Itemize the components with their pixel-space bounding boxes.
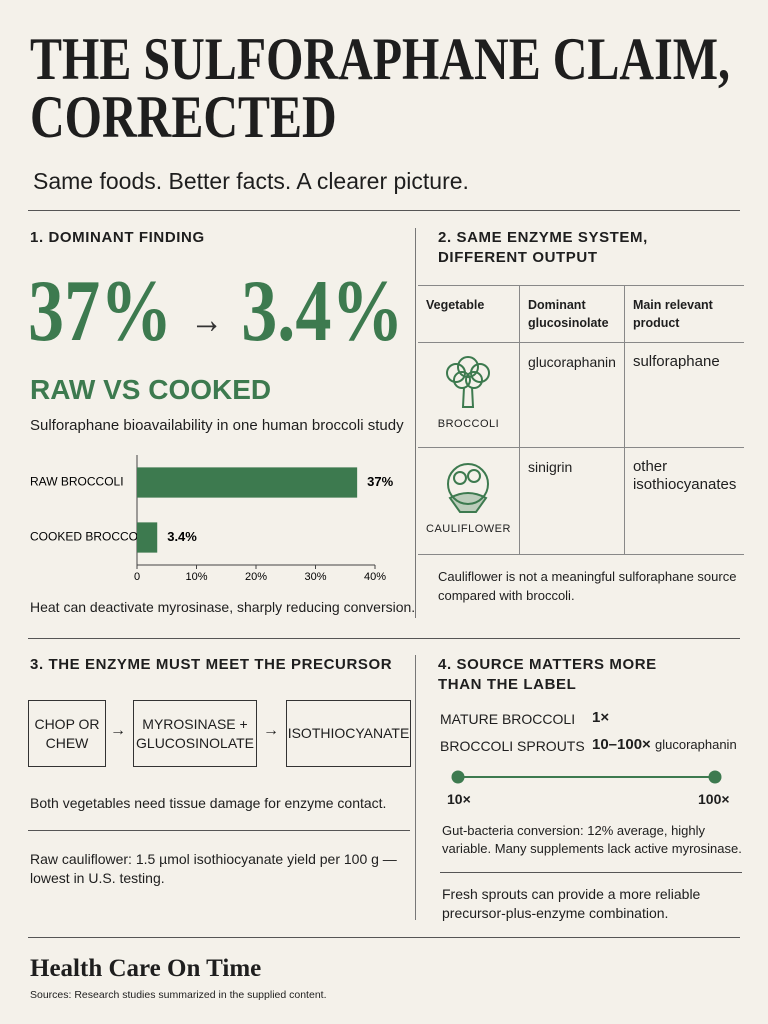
note: Gut-bacteria conversion: 12% average, hi… [442,823,742,856]
divider [415,655,416,920]
source-label: BROCCOLI SPROUTS [440,738,585,754]
divider [415,228,416,618]
subtitle: Same foods. Better facts. A clearer pict… [33,168,469,194]
note: Both vegetables need tissue damage for e… [30,795,387,811]
vegetable-name: BROCCOLI [437,418,500,430]
cell: sinigrin [518,447,625,555]
section-heading: 4. SOURCE MATTERS MORE THAN THE LABEL [438,656,657,693]
cell: other isothiocyanates [623,447,745,555]
x-tick-label: 10% [185,571,207,583]
note: Raw cauliflower: 1.5 µmol isothiocyanate… [30,851,397,886]
divider [440,872,742,873]
header-cell: Main relevant product [623,285,745,343]
header-cell: Vegetable [418,285,520,343]
brand: Health Care On Time [30,955,262,982]
table-row: BROCCOLI glucoraphanin sulforaphane [418,342,745,448]
section-heading: 3. THE ENZYME MUST MEET THE PRECURSOR [30,656,393,673]
y-tick-label: RAW BROCCOLI [30,475,124,489]
flow-step: CHOP OR CHEW [28,700,106,767]
note: Cauliflower is not a meaningful sulforap… [438,569,737,603]
header-cell: Dominant glucosinolate [518,285,625,343]
big-to: 3.4% [241,263,404,360]
flow-arrow: → [263,722,279,739]
flow-arrow: → [110,722,126,739]
big-figure: 37% → 3.4% [28,262,438,370]
divider [28,210,740,211]
range-line [451,770,722,784]
note: Heat can deactivate myrosinase, sharply … [30,599,416,615]
value: 10–100× [592,736,651,753]
range-dot [708,770,722,784]
cell: BROCCOLI [418,342,520,448]
section-heading: 2. SAME ENZYME SYSTEM, DIFFERENT OUTPUT [438,229,648,266]
flow-step: MYROSINASE + GLUCOSINOLATE [133,700,257,767]
table-header: Vegetable Dominant glucosinolate Main re… [418,285,745,343]
source-value: 1× [592,709,610,726]
range-dot [451,770,465,784]
x-tick-label: 40% [364,571,386,583]
cell: glucoraphanin [518,342,625,448]
broccoli-icon [446,356,491,408]
x-tick-label: 20% [245,571,267,583]
flow-step: ISOTHIOCYANATE [286,700,411,767]
note: Fresh sprouts can provide a more reliabl… [442,886,701,921]
cell: sulforaphane [623,342,745,448]
comparison-label: RAW VS COOKED [30,374,272,405]
cell: CAULIFLOWER [418,447,520,555]
big-from: 37% [28,263,173,360]
x-tick-label: 0 [134,571,140,583]
x-tick-label: 30% [304,571,326,583]
cauliflower-icon [447,463,490,513]
bar [137,522,158,553]
source-value: 10–100× glucoraphanin [592,736,737,753]
unit: glucoraphanin [655,737,737,752]
caption: Sulforaphane bioavailability in one huma… [30,417,404,434]
divider [28,937,740,938]
sources: Sources: Research studies summarized in … [30,989,327,1001]
source-label: MATURE BROCCOLI [440,711,576,727]
vegetable-name: CAULIFLOWER [426,523,511,535]
value-label: 3.4% [167,529,197,544]
bar-chart: 0 10% 20% 30% 40% RAW BROCCOLI 37% COOKED BROCC… [30,455,394,583]
range-start: 10× [447,791,471,807]
y-tick-label: COOKED BROCCOLI [30,530,148,544]
range-end: 100× [698,791,730,807]
divider [28,638,740,639]
bar [137,467,358,498]
table-row: CAULIFLOWER sinigrin other isothiocyanat… [418,447,745,555]
section-heading: 1. DOMINANT FINDING [30,229,205,246]
divider [28,830,410,831]
title: THE SULFORAPHANE CLAIM, CORRECTED [30,26,731,150]
value-label: 37% [367,474,393,489]
arrow: → [190,296,224,342]
table: Vegetable Dominant glucosinolate Main re… [418,285,745,555]
